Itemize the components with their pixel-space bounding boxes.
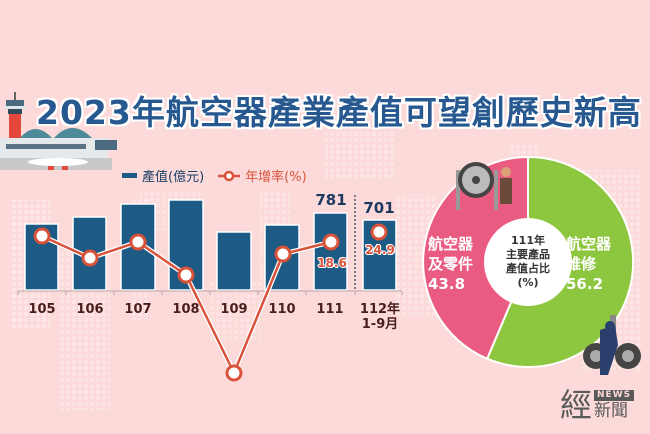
bar-112 xyxy=(362,219,397,291)
pie-label-parts-line1: 航空器 xyxy=(428,235,474,253)
pie-center-caption: 111年 主要產品 產值占比 (%) xyxy=(484,218,572,306)
marker-108 xyxy=(177,266,195,284)
line-circle-marker-icon xyxy=(218,170,241,181)
engine-mechanic-illustration-icon xyxy=(456,162,512,210)
legend-item-output: 產值(億元) xyxy=(122,166,204,185)
x-label-112-period: 1-9月 xyxy=(361,317,399,332)
logo-news-badge: NEWS xyxy=(594,389,635,401)
x-label-112-year: 112年 xyxy=(359,302,401,317)
pie-value-maintenance: 56.2 xyxy=(566,275,604,293)
rate-value-112: 24.9 xyxy=(365,243,395,257)
airport-illustration-icon xyxy=(0,92,117,170)
growth-markers xyxy=(33,223,388,382)
rate-value-111: 18.6 xyxy=(317,256,347,270)
pie-label-maintenance-line2: 維修 xyxy=(566,255,597,273)
pie-center-line3: 產值占比 xyxy=(506,262,550,275)
x-label-107: 107 xyxy=(124,302,152,317)
pie-center-line4: (%) xyxy=(517,276,539,289)
x-label-109: 109 xyxy=(220,302,248,317)
bar-value-111: 781 xyxy=(315,191,347,209)
bar-series xyxy=(24,199,397,291)
legend-bar-label: 產值(億元) xyxy=(142,170,205,185)
pie-label-parts: 航空器 及零件 43.8 xyxy=(428,234,473,294)
marker-105 xyxy=(33,227,51,245)
x-label-106: 106 xyxy=(76,302,104,317)
pie-label-maintenance-line1: 航空器 xyxy=(566,235,612,253)
page-title: 2023年航空器產業產值可望創歷史新高 xyxy=(36,93,642,132)
pie-label-parts-line2: 及零件 xyxy=(428,255,474,273)
x-axis-ticks xyxy=(17,291,403,295)
marker-107 xyxy=(129,233,147,251)
marker-110 xyxy=(274,245,292,263)
logo-main-char: 經 xyxy=(560,386,593,424)
marker-112 xyxy=(370,223,388,241)
x-label-105: 105 xyxy=(28,302,56,317)
marker-109 xyxy=(225,364,243,382)
bar-109 xyxy=(216,231,252,291)
bar-swatch-icon xyxy=(122,173,137,178)
pie-label-maintenance: 航空器 維修 56.2 xyxy=(566,234,611,294)
legend-item-growth: 年增率(%) xyxy=(218,166,307,185)
x-label-108: 108 xyxy=(172,302,200,317)
legend-line-label: 年增率(%) xyxy=(245,170,307,185)
marker-111 xyxy=(322,233,340,251)
marker-106 xyxy=(81,249,99,267)
pie-center-line2: 主要產品 xyxy=(506,248,550,261)
bar-value-112: 701 xyxy=(363,199,395,217)
x-label-110: 110 xyxy=(268,302,296,317)
pie-slice-parts xyxy=(422,155,529,361)
news-logo: 經 NEWS 新聞 xyxy=(560,386,635,424)
logo-sub-text: 新聞 xyxy=(594,400,629,421)
landing-gear-mechanic-illustration-icon xyxy=(583,315,641,375)
x-label-112: 112年 1-9月 xyxy=(350,302,410,332)
bar-111 xyxy=(313,212,348,291)
chart-legend: 產值(億元) 年增率(%) xyxy=(122,166,307,185)
pie-value-parts: 43.8 xyxy=(428,275,466,293)
pie-center-line1: 111年 xyxy=(511,234,545,247)
x-label-111: 111 xyxy=(316,302,344,317)
